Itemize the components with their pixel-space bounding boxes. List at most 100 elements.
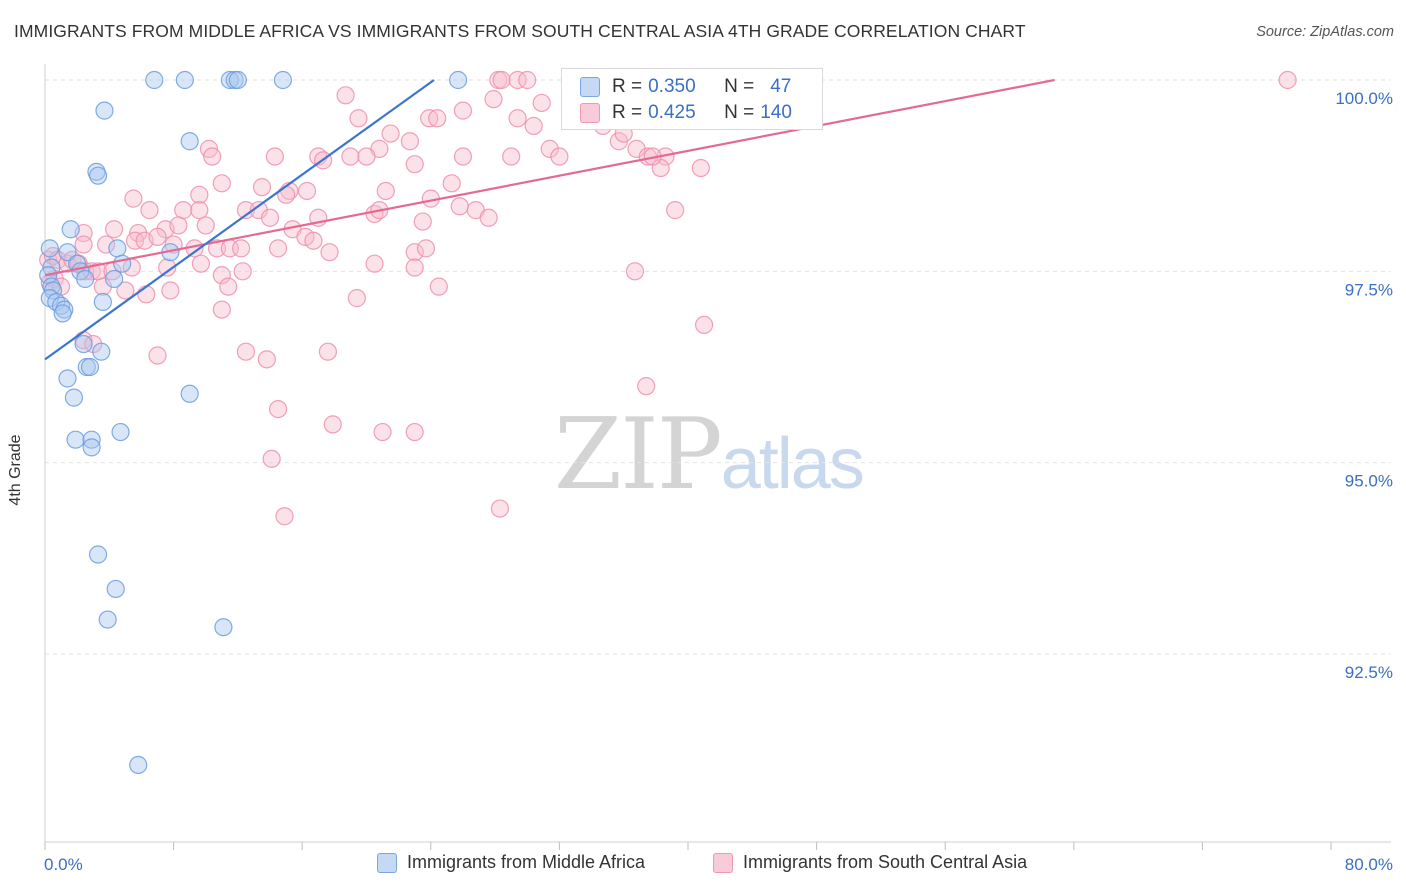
gridlines <box>45 79 1391 655</box>
blue-trend-line <box>44 79 435 361</box>
source-label: Source: ZipAtlas.com <box>1256 24 1394 40</box>
pink-data-point <box>207 239 227 258</box>
blue-data-point <box>92 342 111 361</box>
pink-data-point <box>190 185 209 204</box>
tick-labels: 92.5% 95.0% 97.5% 100.0% 0.0% 80.0% <box>44 89 1393 874</box>
pink-data-point <box>376 181 395 201</box>
y-tick-label: 92.5% <box>1345 663 1393 682</box>
pink-data-point <box>381 124 400 143</box>
legend-pink-swatch <box>713 852 733 873</box>
watermark-zip: ZIP <box>554 398 723 512</box>
pink-data-point <box>148 346 167 365</box>
blue-r-label: R = <box>612 76 643 97</box>
bottom-legend: Immigrants from Middle Africa Immigrants… <box>0 852 1406 878</box>
blue-data-point <box>98 610 117 629</box>
pink-data-point <box>124 189 143 208</box>
blue-data-point <box>53 304 72 323</box>
blue-data-point <box>95 101 114 120</box>
blue-data-point <box>74 334 93 354</box>
pink-data-point <box>297 181 317 201</box>
blue-swatch <box>580 77 600 97</box>
pink-data-point <box>453 147 473 166</box>
pink-data-point <box>405 243 424 262</box>
blue-data-point <box>129 755 148 775</box>
pink-data-point <box>550 147 569 166</box>
pink-data-point <box>365 254 384 273</box>
pink-data-point <box>518 70 537 90</box>
pink-data-point <box>105 220 124 239</box>
y-axis-label: 4th Grade <box>7 434 24 506</box>
pink-data-point <box>405 155 424 174</box>
pink-data-point <box>268 239 288 258</box>
blue-data-point <box>108 239 127 258</box>
pink-data-point <box>323 415 342 434</box>
blue-data-point <box>93 292 112 312</box>
pink-data-point <box>428 109 447 128</box>
pink-data-point <box>148 227 167 246</box>
pink-data-point <box>1278 70 1297 90</box>
pink-trend-line <box>44 78 1055 277</box>
pink-data-point <box>236 342 256 361</box>
pink-swatch <box>580 103 600 123</box>
pink-data-point <box>74 235 93 254</box>
pink-data-point <box>405 258 424 277</box>
pink-data-point <box>233 262 252 281</box>
blue-data-point <box>449 70 468 90</box>
pink-data-point <box>413 212 432 231</box>
legend-item-pink: Immigrants from South Central Asia <box>713 852 1027 873</box>
pink-data-point <box>277 185 296 204</box>
axes <box>44 64 1391 850</box>
pink-data-point <box>490 499 510 518</box>
y-tick-label: 97.5% <box>1345 280 1393 299</box>
pink-data-point <box>637 377 656 396</box>
pink-data-point <box>508 70 527 90</box>
pink-r-label: R = <box>612 102 643 123</box>
blue-data-point <box>273 70 293 90</box>
pink-data-point <box>196 216 215 235</box>
pink-data-point <box>158 258 177 277</box>
pink-data-point <box>524 116 543 136</box>
pink-data-point <box>265 147 284 166</box>
stats-row-blue: R = 0.350 N = 47 <box>580 75 791 99</box>
pink-data-point <box>268 399 288 419</box>
pink-data-point <box>257 350 276 369</box>
blue-data-point <box>180 384 199 403</box>
pink-data-point <box>373 422 392 442</box>
pink-n-label: N = <box>724 102 755 123</box>
pink-data-point <box>508 109 527 128</box>
pink-data-point <box>140 201 159 220</box>
pink-data-point <box>479 208 498 227</box>
blue-data-point <box>40 239 59 258</box>
pink-data-point <box>212 174 231 193</box>
pink-data-point <box>666 201 685 220</box>
pink-data-point <box>174 201 193 220</box>
blue-data-point <box>66 430 85 449</box>
y-tick-label: 100.0% <box>1335 89 1393 108</box>
watermark-atlas: atlas <box>720 424 865 504</box>
pink-data-point <box>169 216 188 235</box>
blue-series-points <box>39 70 468 775</box>
pink-data-point <box>262 449 281 468</box>
pink-data-point <box>405 422 424 442</box>
blue-data-point <box>80 357 100 377</box>
blue-n-label: N = <box>724 76 755 97</box>
pink-data-point <box>450 197 469 216</box>
pink-n-value: 140 <box>760 102 792 123</box>
blue-data-point <box>64 388 84 407</box>
blue-data-point <box>214 618 233 637</box>
pink-data-point <box>318 342 338 361</box>
trend-lines <box>44 78 1055 361</box>
blue-data-point <box>58 369 77 388</box>
pink-data-point <box>625 262 645 281</box>
legend-blue-label: Immigrants from Middle Africa <box>407 852 646 872</box>
pink-data-point <box>116 281 135 300</box>
pink-data-point <box>691 158 710 178</box>
blue-data-point <box>228 70 247 90</box>
x-tick-label-min: 0.0% <box>44 855 83 874</box>
x-tick-label-max: 80.0% <box>1345 855 1393 874</box>
pink-data-point <box>429 277 448 296</box>
legend-pink-label: Immigrants from South Central Asia <box>743 852 1028 872</box>
pink-data-point <box>453 101 473 120</box>
blue-data-point <box>105 269 124 289</box>
